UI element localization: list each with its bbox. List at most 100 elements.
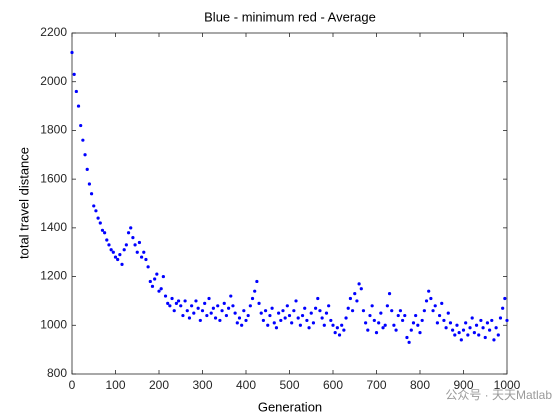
x-tick-label: 100 [105, 378, 125, 392]
point [74, 89, 78, 94]
point [446, 311, 450, 315]
point [370, 304, 374, 308]
y-tick-label: 2000 [40, 74, 67, 88]
point [444, 326, 448, 330]
point [200, 309, 205, 313]
point [85, 167, 89, 171]
point [155, 272, 159, 276]
point [216, 304, 220, 308]
point [109, 248, 113, 252]
point [183, 299, 187, 303]
point [96, 216, 100, 220]
point [274, 326, 279, 330]
point [176, 299, 181, 303]
point [466, 333, 470, 337]
point [311, 321, 316, 325]
x-tick-label: 600 [323, 378, 343, 392]
point [233, 311, 237, 315]
point [492, 338, 496, 342]
point [94, 209, 98, 213]
point [396, 313, 400, 318]
point [327, 304, 331, 308]
point [337, 333, 342, 337]
point [100, 228, 105, 232]
point [92, 204, 96, 208]
point [320, 316, 324, 320]
point [374, 330, 379, 335]
y-tick-label: 1400 [40, 220, 67, 234]
point [483, 335, 487, 340]
point [285, 304, 289, 308]
point [431, 309, 435, 313]
point [366, 328, 370, 332]
point [250, 296, 255, 301]
x-tick-label: 800 [410, 378, 430, 392]
point [459, 338, 463, 342]
point [305, 318, 309, 323]
x-tick-label: 400 [236, 378, 256, 392]
point [222, 301, 226, 305]
point [461, 328, 466, 332]
point [246, 313, 250, 318]
y-axis-label: total travel distance [16, 147, 31, 259]
point [300, 313, 305, 318]
point [187, 316, 192, 320]
point [324, 311, 329, 315]
point [379, 311, 383, 315]
x-tick-label: 500 [279, 378, 299, 392]
point [140, 255, 144, 259]
point [179, 304, 183, 308]
point [120, 262, 124, 266]
point [377, 321, 381, 325]
point [350, 309, 355, 313]
point [488, 328, 492, 332]
point [503, 296, 507, 301]
point [83, 153, 87, 157]
point [213, 316, 218, 320]
point [218, 318, 222, 323]
point [133, 243, 137, 247]
point [224, 313, 229, 318]
point [242, 309, 246, 313]
point [81, 138, 85, 142]
point [314, 306, 318, 310]
point [335, 326, 339, 330]
point [148, 279, 152, 284]
y-tick-label: 1200 [40, 269, 67, 283]
point [72, 72, 76, 77]
point [231, 304, 235, 308]
point [422, 309, 426, 313]
point [322, 323, 326, 327]
point [146, 265, 150, 269]
point [394, 328, 398, 332]
point [87, 182, 91, 186]
point [383, 323, 387, 327]
point [277, 311, 281, 315]
point [198, 318, 202, 323]
point [257, 301, 261, 305]
point [237, 316, 242, 320]
point [255, 279, 259, 284]
x-tick-label: 900 [453, 378, 473, 392]
point [348, 296, 352, 301]
point [107, 243, 111, 247]
point [318, 309, 322, 313]
point [472, 330, 476, 335]
point [118, 253, 122, 257]
point [272, 321, 276, 325]
point [203, 301, 207, 305]
y-tick-label: 2200 [40, 25, 67, 39]
x-axis-label: Generation [258, 399, 322, 414]
y-tick-label: 1600 [40, 171, 67, 185]
point [194, 299, 198, 303]
point [398, 309, 403, 313]
point [479, 318, 483, 323]
point [287, 313, 292, 318]
point [116, 257, 120, 262]
point [161, 274, 165, 279]
point [409, 328, 413, 332]
point [298, 323, 302, 327]
point [248, 304, 252, 308]
point [159, 287, 163, 291]
point [385, 304, 389, 308]
